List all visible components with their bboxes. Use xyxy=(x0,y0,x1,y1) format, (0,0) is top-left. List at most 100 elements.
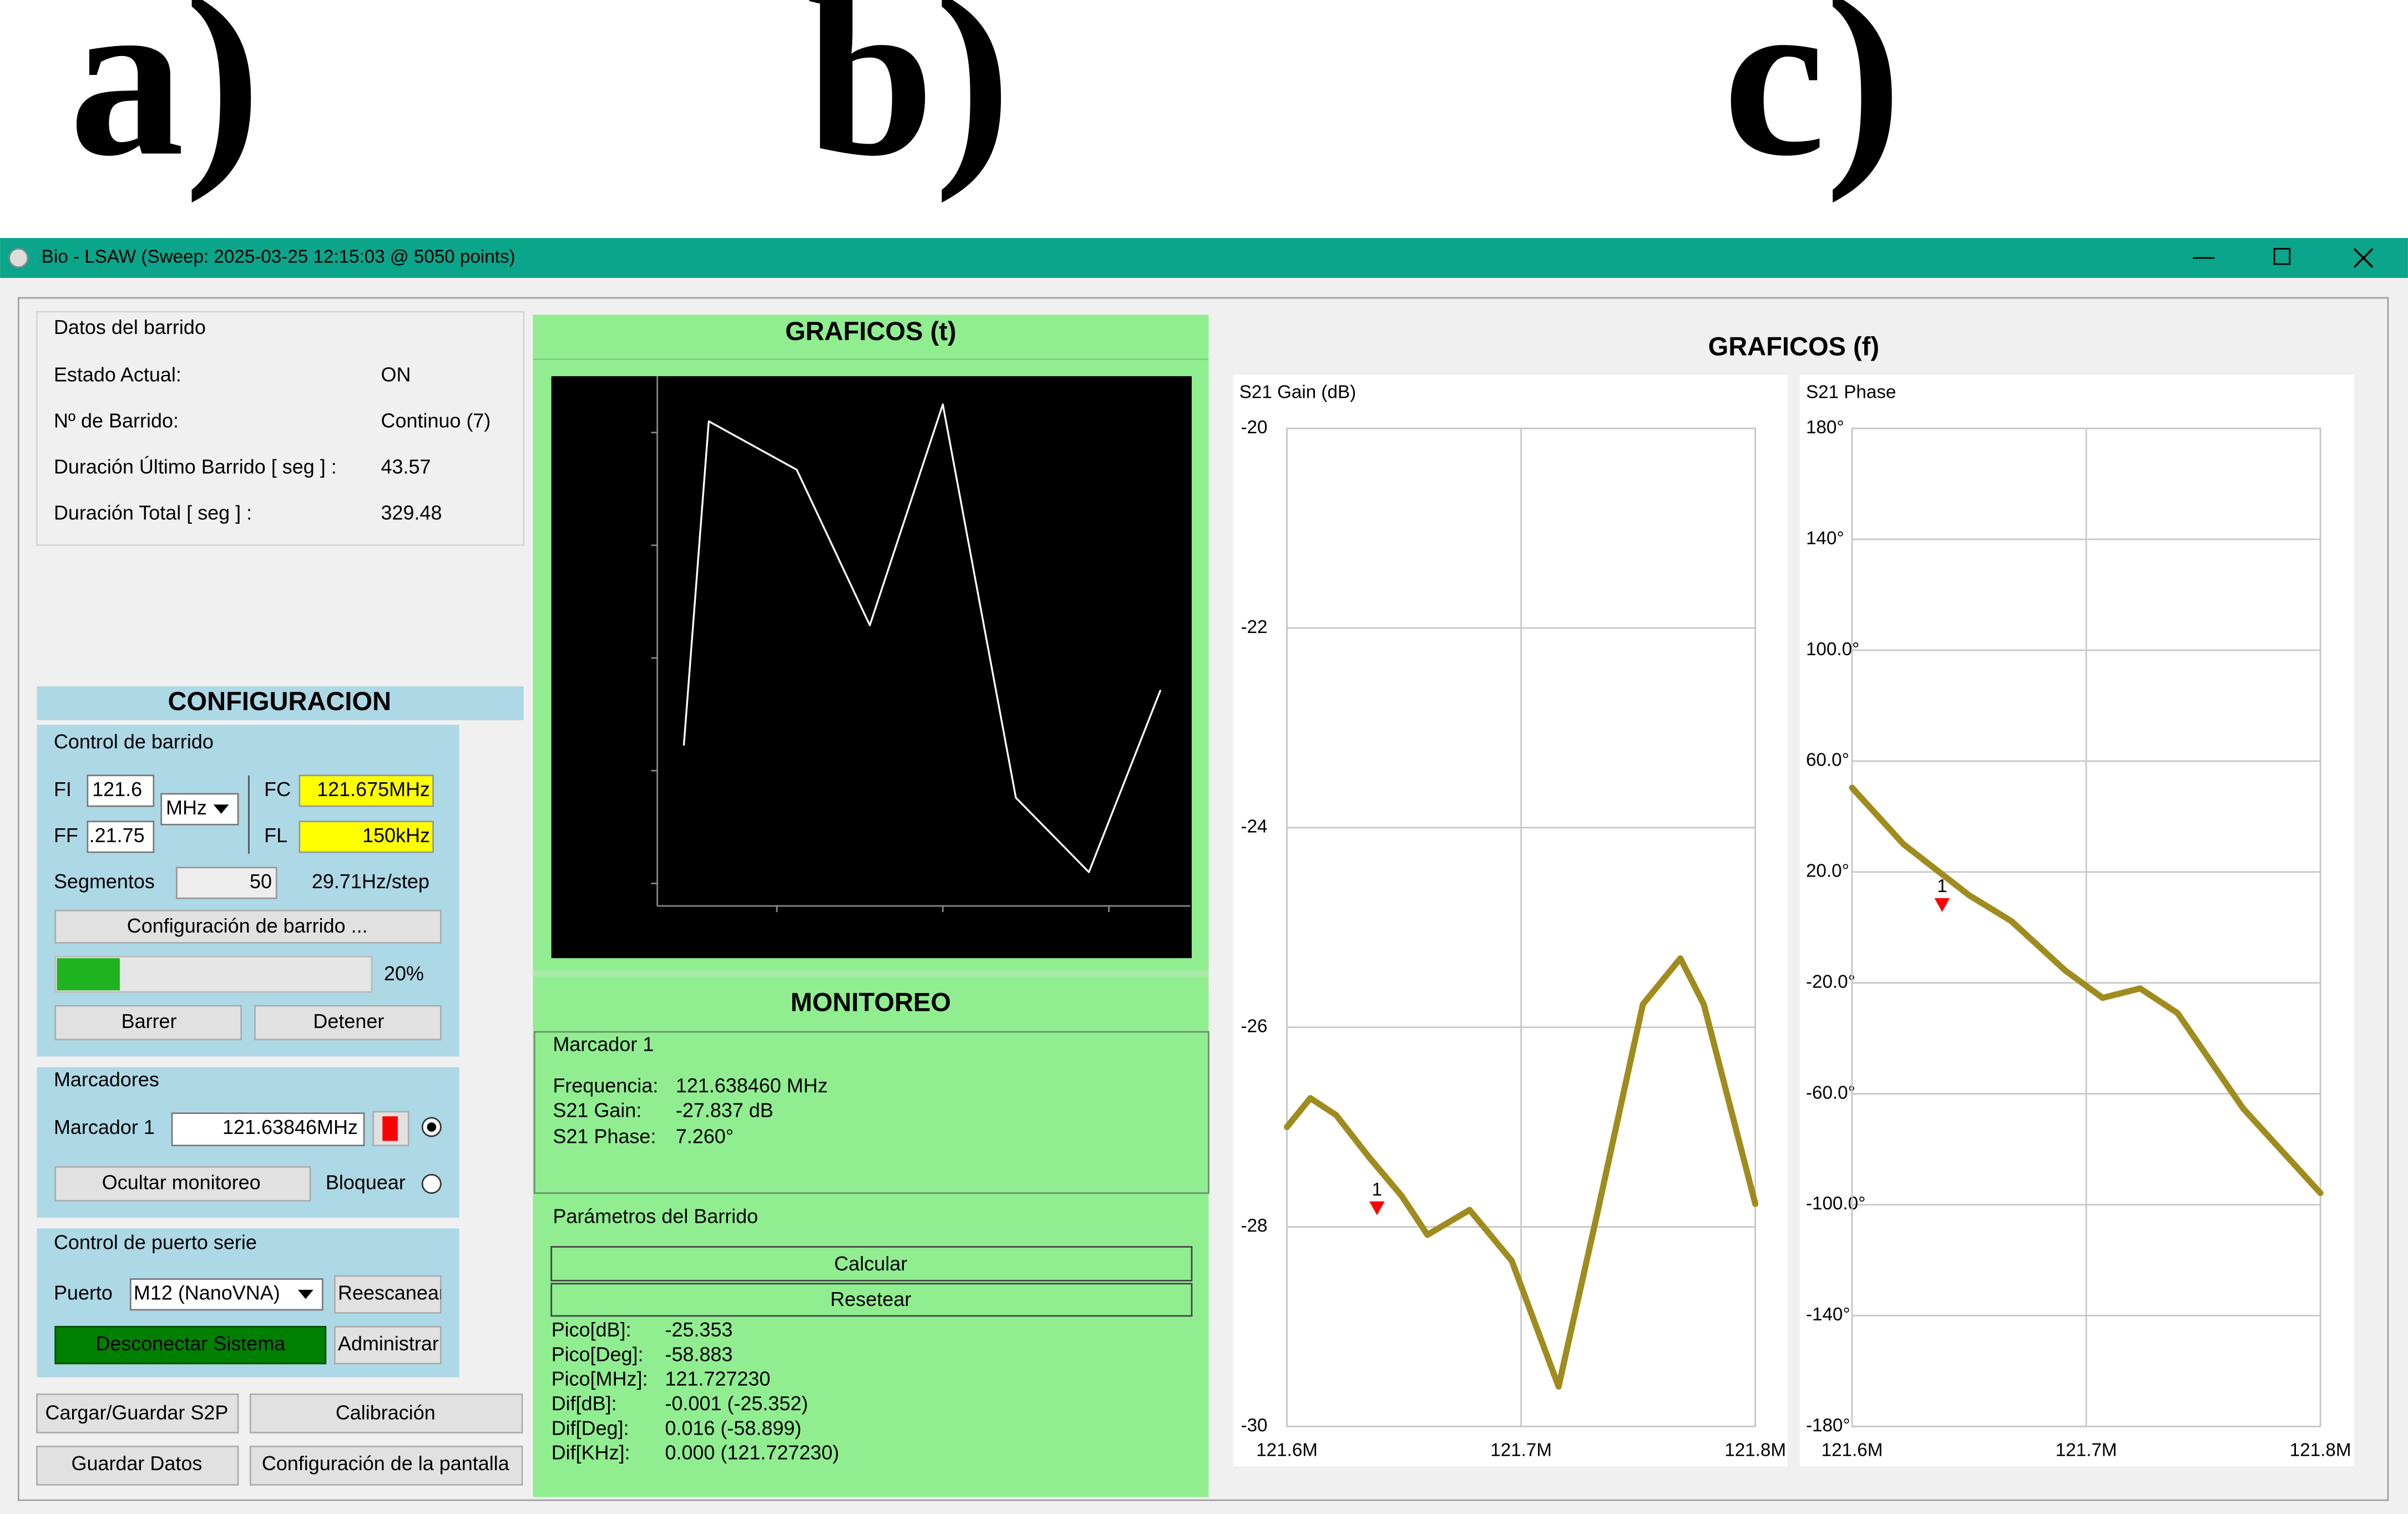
fi-field[interactable] xyxy=(87,774,155,807)
button-label: Ocultar monitoreo xyxy=(102,1171,261,1193)
button-label: Reescanear xyxy=(338,1282,446,1304)
section-header: GRAFICOS (t) xyxy=(785,316,956,346)
button-label: Resetear xyxy=(830,1288,911,1310)
section-title: Parámetros del Barrido xyxy=(553,1204,758,1227)
button-label: Detener xyxy=(313,1010,384,1032)
label: FI xyxy=(54,778,72,801)
y-tick-label: -58.88 xyxy=(596,647,648,667)
label: Dif[dB]: xyxy=(552,1392,617,1415)
y-tick-label: 100.0° xyxy=(1806,639,1859,660)
seg-field[interactable] xyxy=(175,867,277,899)
value: -25.353 xyxy=(665,1318,733,1341)
combo-arrow xyxy=(298,1289,313,1299)
close[interactable] xyxy=(2353,248,2374,268)
section-title: Control de puerto serie xyxy=(54,1231,257,1253)
color-swatch xyxy=(382,1116,398,1141)
y-tick-label: -20 xyxy=(1241,417,1267,438)
y-tick-label: 180° xyxy=(1806,417,1844,438)
save-button[interactable] xyxy=(36,1445,239,1486)
window-title: Bio - LSAW (Sweep: 2025-03-25 12:15:03 @… xyxy=(42,247,515,267)
value: 121.675MHz xyxy=(317,778,430,801)
ff-field[interactable] xyxy=(87,821,155,853)
label: Dif[KHz]: xyxy=(552,1441,630,1464)
series-line xyxy=(1283,955,1759,1390)
label: FC xyxy=(264,778,291,801)
config-button[interactable] xyxy=(54,909,442,944)
button-label: Desconectar Sistema xyxy=(95,1332,285,1355)
panel-letter: a) xyxy=(69,0,261,204)
screen-button[interactable] xyxy=(249,1445,523,1486)
value: 43.57 xyxy=(381,455,431,478)
port-combo[interactable] xyxy=(129,1278,323,1311)
y-tick-label: -26 xyxy=(1241,1016,1267,1036)
x-tick-label: 300 xyxy=(1094,910,1124,930)
x-tick-label: 121.6M xyxy=(1256,1440,1318,1460)
value: 121.727230 xyxy=(665,1368,771,1390)
restore[interactable] xyxy=(2273,247,2291,265)
value: 50 xyxy=(250,870,272,893)
calib-button[interactable] xyxy=(249,1393,523,1434)
label: Pico[Deg]: xyxy=(552,1343,644,1365)
label: S21 Phase: xyxy=(553,1125,656,1147)
y-tick-label: -60.0° xyxy=(1806,1082,1855,1103)
value: Continuo (7) xyxy=(381,409,490,432)
y-tick-label: -180° xyxy=(1806,1415,1850,1436)
y-tick-label: -20.0° xyxy=(1806,971,1855,992)
bloquear-radio[interactable] xyxy=(421,1173,442,1194)
section-title: Marcadores xyxy=(54,1068,159,1091)
separator xyxy=(533,970,1209,977)
value: -58.883 xyxy=(665,1343,733,1365)
x-tick-label: 100 xyxy=(761,910,792,930)
y-axis-label: Phase (Degrees) xyxy=(555,571,576,711)
title-bar xyxy=(0,238,2408,278)
y-tick-label: -58.90 xyxy=(596,872,648,893)
label: FL xyxy=(264,824,287,847)
y-tick-label: -58.86 xyxy=(596,421,648,442)
y-tick-label: -140° xyxy=(1806,1304,1850,1325)
label: FF xyxy=(54,824,78,847)
x-tick-label: 121.8M xyxy=(1724,1440,1786,1460)
value: -27.837 dB xyxy=(676,1098,773,1121)
button-label: Configuración de barrido ... xyxy=(127,914,368,937)
combo-arrow xyxy=(213,804,229,814)
disconnect-button[interactable] xyxy=(54,1325,327,1365)
monitor-box xyxy=(533,1031,1210,1194)
barrer-button[interactable] xyxy=(54,1005,242,1041)
label: Marcador 1 xyxy=(54,1116,155,1138)
label: Segmentos xyxy=(54,870,155,893)
progress-fill xyxy=(57,958,120,991)
rescan-button[interactable] xyxy=(334,1275,442,1314)
y-tick-label: 20.0° xyxy=(1806,861,1849,882)
y-tick-label: -28 xyxy=(1241,1216,1267,1236)
marker-label: 1 xyxy=(1372,1179,1382,1200)
x-tick-label: 121.7M xyxy=(1490,1440,1552,1460)
value: 329.48 xyxy=(381,502,442,524)
marker-title: Marcador 1 xyxy=(553,1032,654,1055)
section-header: GRAFICOS (f) xyxy=(1708,332,1879,361)
section-title: Control de barrido xyxy=(54,730,214,753)
detener-button[interactable] xyxy=(254,1005,442,1041)
value: 121.63846MHz xyxy=(222,1116,358,1138)
calcular-button[interactable] xyxy=(550,1246,1193,1282)
chart-title: S21 Gain (dB) xyxy=(1240,382,1356,402)
ocultar-button[interactable] xyxy=(54,1166,311,1202)
x-tick-label: 121.7M xyxy=(2056,1440,2117,1460)
series-line xyxy=(1849,784,2324,1196)
marker-label: 1 xyxy=(1937,876,1947,897)
resetear-button[interactable] xyxy=(550,1283,1193,1317)
marker-field[interactable] xyxy=(171,1112,365,1147)
admin-button[interactable] xyxy=(334,1325,442,1365)
unit-combo[interactable] xyxy=(160,793,239,826)
x-axis-label: Time (s) xyxy=(891,935,957,955)
panel-letter: b) xyxy=(806,0,1011,204)
value: 0.000 (121.727230) xyxy=(665,1441,839,1464)
y-tick-label: -58.89 xyxy=(596,759,648,780)
label: Duración Último Barrido [ seg ] : xyxy=(54,455,337,478)
value: .21.75 xyxy=(89,824,145,847)
value: 121.6 xyxy=(92,778,142,801)
value: 7.260° xyxy=(676,1125,733,1147)
gain-panel xyxy=(1233,374,1788,1467)
x-tick-label: 121.6M xyxy=(1822,1440,1883,1460)
s2p-button[interactable] xyxy=(36,1393,239,1434)
label: Frequencia: xyxy=(553,1074,658,1097)
